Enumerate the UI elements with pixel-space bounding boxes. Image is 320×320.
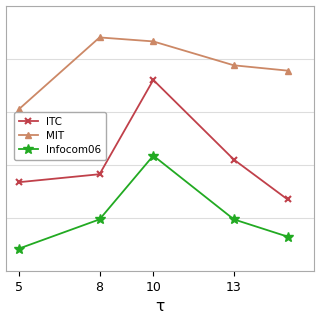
MIT <box>98 36 101 39</box>
Infocom06 <box>232 218 236 221</box>
MIT <box>286 69 290 73</box>
MIT <box>232 63 236 67</box>
X-axis label: τ: τ <box>156 300 164 315</box>
ITC <box>98 172 101 176</box>
MIT <box>17 107 21 111</box>
ITC <box>232 158 236 162</box>
MIT <box>151 39 155 43</box>
ITC <box>286 197 290 201</box>
Line: MIT: MIT <box>15 34 291 113</box>
Line: ITC: ITC <box>15 76 291 203</box>
Infocom06 <box>17 247 21 251</box>
Infocom06 <box>151 154 155 157</box>
Legend: ITC, MIT, Infocom06: ITC, MIT, Infocom06 <box>14 112 107 160</box>
Line: Infocom06: Infocom06 <box>14 151 292 253</box>
ITC <box>151 78 155 82</box>
Infocom06 <box>286 235 290 238</box>
ITC <box>17 180 21 184</box>
Infocom06 <box>98 218 101 221</box>
